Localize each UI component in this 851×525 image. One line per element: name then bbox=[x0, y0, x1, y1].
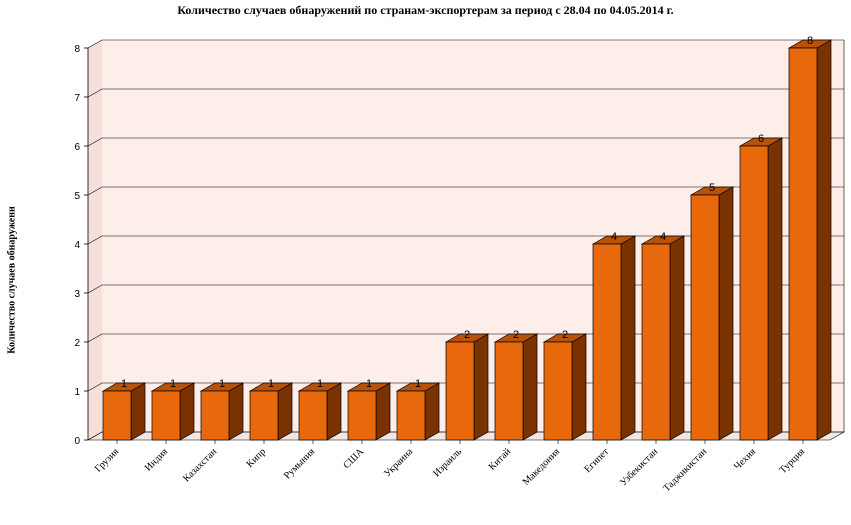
bar-value-label: 1 bbox=[219, 378, 225, 390]
x-category-label: Египет bbox=[582, 446, 611, 475]
bar-front bbox=[641, 243, 671, 441]
bar-front bbox=[396, 390, 426, 441]
bar-side bbox=[326, 382, 342, 441]
bar-value-label: 2 bbox=[464, 329, 470, 341]
bar-side bbox=[718, 186, 734, 441]
bar-side bbox=[179, 382, 195, 441]
bar: 1 bbox=[199, 378, 245, 441]
bar-value-label: 1 bbox=[415, 378, 421, 390]
bar-side bbox=[669, 235, 685, 441]
bar: 2 bbox=[542, 329, 588, 441]
y-tick-label: 1 bbox=[74, 387, 80, 398]
x-category-label: Румыния bbox=[282, 446, 317, 481]
bar: 1 bbox=[346, 378, 392, 441]
bar-front bbox=[298, 390, 328, 441]
y-tick-label: 3 bbox=[74, 289, 80, 300]
x-category-label: Македония bbox=[521, 446, 563, 488]
x-category-label: Казахстан bbox=[181, 446, 219, 484]
x-category-label: Китай bbox=[487, 446, 514, 473]
x-category-label: США bbox=[341, 446, 366, 471]
y-tick-label: 8 bbox=[74, 44, 80, 55]
bar-value-label: 2 bbox=[513, 329, 519, 341]
bar-side bbox=[571, 333, 587, 441]
bar-value-label: 8 bbox=[807, 35, 813, 47]
bars: 1 1 1 1 1 1 1 2 2 2 4 4 5 6 8 bbox=[101, 35, 833, 441]
bar-value-label: 1 bbox=[268, 378, 274, 390]
bar-value-label: 4 bbox=[660, 231, 666, 243]
gridline bbox=[87, 39, 844, 49]
bar-value-label: 1 bbox=[170, 378, 176, 390]
y-tick-label: 6 bbox=[74, 142, 80, 153]
bar: 2 bbox=[493, 329, 539, 441]
bar: 5 bbox=[689, 182, 735, 441]
gridline bbox=[87, 186, 844, 196]
bar-side bbox=[424, 382, 440, 441]
bar-front bbox=[592, 243, 622, 441]
y-tick-label: 5 bbox=[74, 191, 80, 202]
bar-front bbox=[543, 341, 573, 441]
bar: 4 bbox=[591, 231, 637, 441]
bar-value-label: 1 bbox=[121, 378, 127, 390]
gridline bbox=[87, 88, 844, 98]
bar-front bbox=[347, 390, 377, 441]
bar-front bbox=[102, 390, 132, 441]
bar-value-label: 1 bbox=[366, 378, 372, 390]
grid-lines bbox=[87, 39, 845, 441]
bar: 1 bbox=[101, 378, 147, 441]
bar-side bbox=[620, 235, 636, 441]
x-category-label: Узбекистан bbox=[618, 446, 661, 489]
y-tick-label: 7 bbox=[74, 93, 80, 104]
gridline bbox=[87, 235, 844, 245]
x-category-label: Грузия bbox=[93, 446, 122, 475]
bar-value-label: 2 bbox=[562, 329, 568, 341]
bar-front bbox=[249, 390, 279, 441]
bar-side bbox=[816, 39, 832, 441]
x-category-label: Украина bbox=[382, 446, 415, 479]
bar-side bbox=[375, 382, 391, 441]
y-axis: 0 1 2 3 4 5 6 7 8 bbox=[74, 44, 89, 447]
bar-front bbox=[788, 47, 818, 441]
bar-side bbox=[767, 137, 783, 441]
bar-front bbox=[445, 341, 475, 441]
bar-side bbox=[277, 382, 293, 441]
x-category-label: Индия bbox=[143, 446, 171, 474]
x-axis: Грузия Индия Казахстан Кипр Румыния США Украин… bbox=[93, 440, 807, 494]
bar: 8 bbox=[787, 35, 833, 441]
y-tick-label: 0 bbox=[74, 436, 80, 447]
bar-front bbox=[690, 194, 720, 441]
bar: 6 bbox=[738, 133, 784, 441]
bar: 1 bbox=[395, 378, 441, 441]
x-category-label: Кипр bbox=[245, 446, 269, 470]
bar-front bbox=[200, 390, 230, 441]
bar-front bbox=[739, 145, 769, 441]
bar-value-label: 6 bbox=[758, 133, 764, 145]
x-category-label: Чехия bbox=[732, 446, 758, 472]
bar-side bbox=[522, 333, 538, 441]
bar: 1 bbox=[248, 378, 294, 441]
bar-front bbox=[494, 341, 524, 441]
x-category-label: Израиль bbox=[431, 446, 464, 479]
bar-value-label: 5 bbox=[709, 182, 715, 194]
bar-front bbox=[151, 390, 181, 441]
bar: 1 bbox=[150, 378, 196, 441]
x-category-label: Таджикистан bbox=[661, 446, 709, 494]
gridline bbox=[87, 137, 844, 147]
chart-title: Количество случаев обнаружений по страна… bbox=[177, 3, 674, 17]
y-tick-label: 4 bbox=[74, 240, 80, 251]
bar-side bbox=[228, 382, 244, 441]
bar-side bbox=[473, 333, 489, 441]
bar-side bbox=[130, 382, 146, 441]
x-category-label: Турция bbox=[777, 446, 807, 476]
bar: 4 bbox=[640, 231, 686, 441]
bar-value-label: 1 bbox=[317, 378, 323, 390]
bar: 1 bbox=[297, 378, 343, 441]
bar-value-label: 4 bbox=[611, 231, 617, 243]
bar: 2 bbox=[444, 329, 490, 441]
y-tick-label: 2 bbox=[74, 338, 80, 349]
